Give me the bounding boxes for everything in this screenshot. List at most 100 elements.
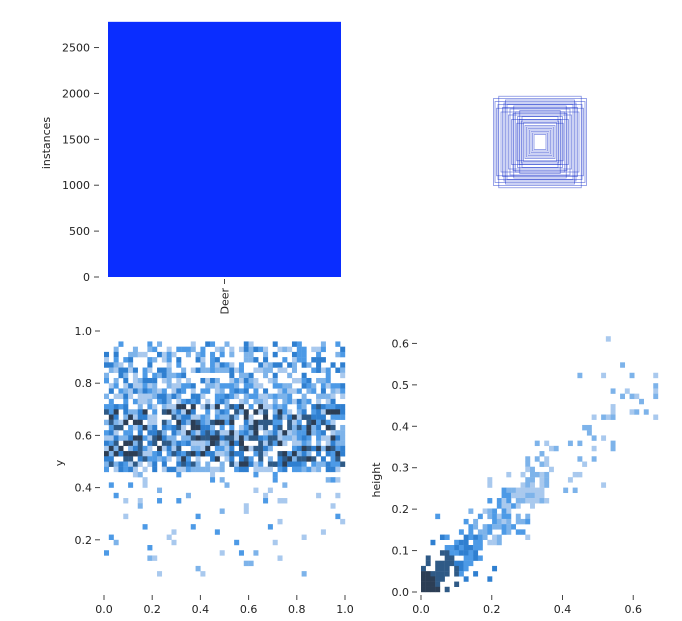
xy-bin	[335, 404, 341, 410]
xy-bin	[229, 346, 235, 353]
xy-bin	[161, 372, 167, 379]
xy-bin	[185, 492, 191, 499]
xy-bin	[118, 393, 124, 400]
xy-bin	[320, 377, 326, 384]
xy-bin	[118, 419, 124, 426]
xy-bin	[147, 404, 153, 410]
xy-bin	[296, 424, 302, 431]
xy-bin	[224, 440, 230, 447]
wh-bin	[458, 545, 464, 551]
xy-bin	[229, 461, 235, 467]
xy-bin	[320, 445, 326, 452]
wh-bin	[487, 524, 493, 530]
x-tick-label: 0.4	[554, 603, 572, 616]
wh-bin	[544, 482, 550, 488]
xy-bin	[108, 534, 114, 540]
wh-bin	[435, 571, 441, 577]
xy-bin	[171, 351, 177, 358]
xy-bin	[316, 466, 322, 473]
xy-bin	[171, 451, 177, 457]
xy-bin	[142, 424, 148, 431]
xy-bin	[330, 419, 336, 426]
xy-bin	[123, 367, 129, 373]
xy-bin	[132, 451, 138, 457]
x-tick-label: 0.2	[143, 603, 161, 616]
xy-bin	[104, 435, 110, 441]
xy-bin	[171, 424, 177, 431]
wh-bin	[511, 487, 516, 494]
xy-bin	[142, 398, 148, 405]
wh-bin	[506, 487, 512, 494]
xy-bin	[277, 404, 283, 410]
xy-bin	[301, 383, 307, 389]
xy-bin	[176, 430, 182, 436]
xy-bin	[161, 456, 167, 462]
wh-bin	[501, 492, 507, 499]
xy-bin	[166, 534, 172, 540]
xy-bin	[291, 414, 297, 420]
xy-bin	[291, 456, 297, 462]
xy-bin	[210, 362, 216, 368]
wh-bin	[477, 513, 483, 520]
xy-bin	[161, 377, 167, 384]
xy-bin	[253, 393, 259, 400]
xy-bin	[248, 383, 254, 389]
xy-bin	[282, 357, 288, 363]
xy-bin	[128, 482, 134, 488]
xy-bin	[190, 445, 196, 452]
wh-bin	[605, 414, 611, 420]
xy-bin	[161, 404, 167, 410]
xy-bin	[248, 419, 254, 426]
wh-bin	[458, 550, 464, 556]
xy-bin	[219, 430, 225, 436]
wh-bin	[553, 445, 559, 452]
xy-bin	[176, 456, 182, 462]
wh-bin	[525, 518, 531, 525]
wh-bin	[468, 534, 474, 540]
xy-bin	[229, 440, 235, 447]
xy-bin	[234, 435, 240, 441]
xy-bin	[147, 357, 153, 363]
xy-bin	[243, 383, 249, 389]
xy-bin	[272, 372, 278, 379]
xy-bin	[316, 367, 322, 373]
xy-bin	[296, 435, 302, 441]
xy-bin	[224, 482, 230, 488]
xy-bin	[325, 367, 331, 373]
xy-bin	[161, 393, 167, 400]
xy-bin	[272, 398, 278, 405]
xy-bin	[190, 367, 196, 373]
xy-bin	[238, 435, 244, 441]
width-height-heatmap: 0.0 0.2 0.4 0.6 0.0 0.1 0.2 0.3 0.4 0.5 0.6 height	[370, 336, 659, 616]
xy-bin	[161, 357, 167, 363]
xy-bin	[108, 430, 114, 436]
xy-bin	[219, 419, 225, 426]
xy-bin	[161, 388, 167, 394]
xy-bin	[123, 498, 129, 504]
xy-bin	[104, 393, 110, 400]
wh-bin	[435, 576, 441, 582]
xy-bin	[108, 398, 114, 405]
wh-bin	[421, 576, 426, 582]
xy-bin	[219, 346, 225, 353]
xy-bin	[123, 430, 129, 436]
xy-bin	[195, 414, 201, 420]
xy-bin	[229, 362, 235, 368]
xy-bin	[132, 351, 138, 358]
xy-bin	[272, 440, 278, 447]
xy-bin	[243, 508, 249, 514]
xy-bin	[128, 414, 134, 420]
xy-bin	[132, 445, 138, 452]
xy-bin	[272, 477, 278, 483]
xy-bin	[306, 456, 312, 462]
xy-bin	[137, 377, 143, 384]
xy-bin	[171, 539, 177, 546]
xy-bin	[176, 388, 182, 394]
xy-bin	[248, 404, 254, 410]
xy-bin	[166, 351, 172, 358]
wh-bin	[610, 409, 616, 415]
xy-bin	[267, 367, 273, 373]
xy-bin	[219, 550, 225, 556]
xy-bin	[166, 451, 172, 457]
xy-bin	[214, 456, 220, 462]
